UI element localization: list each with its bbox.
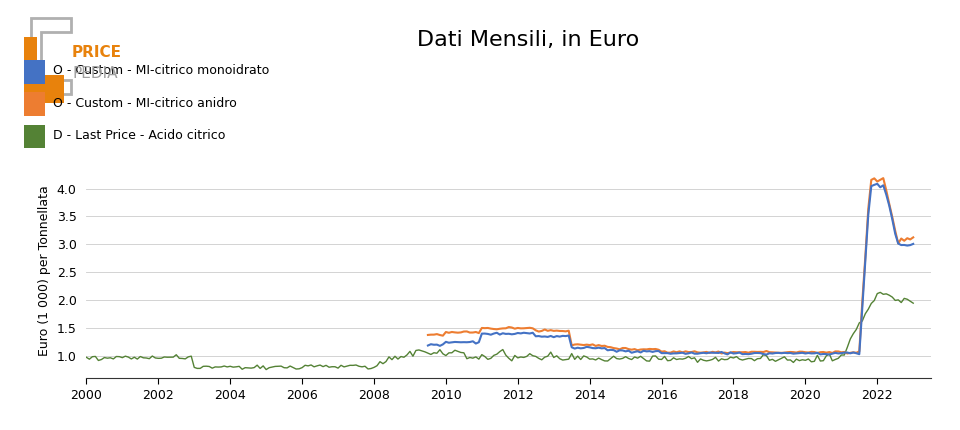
Y-axis label: Euro (1 000) per Tonnellata: Euro (1 000) per Tonnellata bbox=[38, 185, 51, 356]
Text: PEDIA: PEDIA bbox=[72, 66, 117, 81]
Text: Dati Mensili, in Euro: Dati Mensili, in Euro bbox=[417, 30, 639, 50]
Text: O - Custom - MI-citrico monoidrato: O - Custom - MI-citrico monoidrato bbox=[53, 64, 269, 77]
Text: O - Custom - MI-citrico anidro: O - Custom - MI-citrico anidro bbox=[53, 97, 236, 110]
Text: PRICE: PRICE bbox=[72, 45, 122, 60]
Text: D - Last Price - Acido citrico: D - Last Price - Acido citrico bbox=[53, 129, 226, 142]
Polygon shape bbox=[24, 37, 64, 103]
